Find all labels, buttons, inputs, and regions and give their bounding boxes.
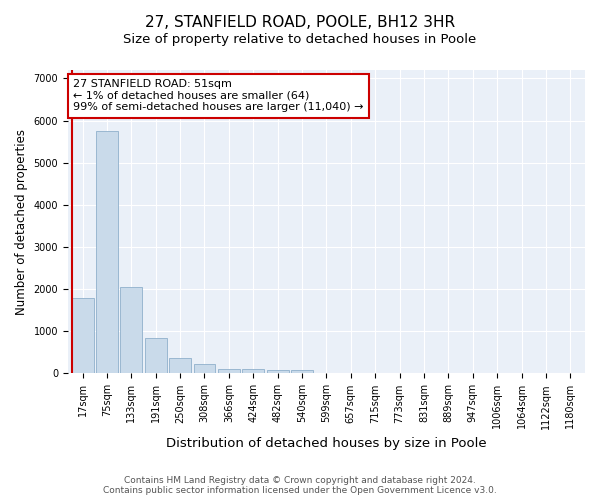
Bar [71,298,94,374]
Text: Contains HM Land Registry data © Crown copyright and database right 2024.
Contai: Contains HM Land Registry data © Crown c… [103,476,497,495]
X-axis label: Distribution of detached houses by size in Poole: Distribution of detached houses by size … [166,437,487,450]
Bar [291,370,313,374]
Bar [242,369,264,374]
Y-axis label: Number of detached properties: Number of detached properties [15,128,28,314]
Bar [145,338,167,374]
Bar [218,369,240,374]
Bar [169,358,191,374]
Bar [96,131,118,374]
Bar [121,287,142,374]
Text: 27, STANFIELD ROAD, POOLE, BH12 3HR: 27, STANFIELD ROAD, POOLE, BH12 3HR [145,15,455,30]
Text: 27 STANFIELD ROAD: 51sqm
← 1% of detached houses are smaller (64)
99% of semi-de: 27 STANFIELD ROAD: 51sqm ← 1% of detache… [73,79,364,112]
Bar [194,364,215,374]
Text: Size of property relative to detached houses in Poole: Size of property relative to detached ho… [124,32,476,46]
Bar [266,370,289,374]
